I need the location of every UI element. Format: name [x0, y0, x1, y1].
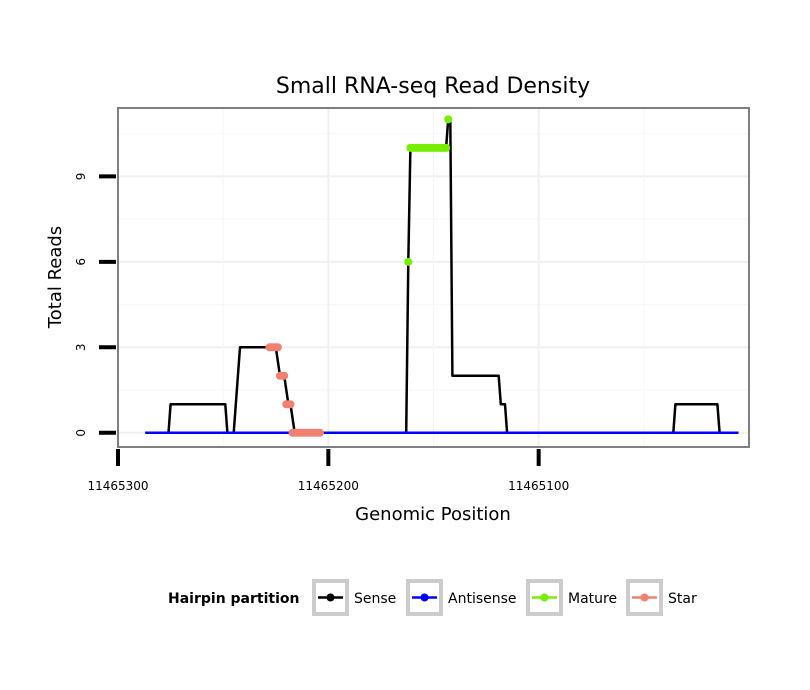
axes: 0 3 6 9 11465300 11465200 11465100: [74, 173, 569, 493]
y-axis-title: Total Reads: [45, 226, 66, 329]
star-point: [273, 343, 282, 352]
x-tick-label: 11465300: [87, 479, 148, 493]
series-layer: [145, 115, 739, 437]
legend-swatch-point-mature: [540, 593, 549, 602]
mature-point: [404, 257, 413, 266]
legend-swatch-point-star: [640, 593, 649, 602]
star-point: [280, 371, 289, 380]
star-point: [286, 400, 295, 409]
plot-border: [117, 107, 750, 448]
x-axis-title: Genomic Position: [355, 504, 511, 525]
mature-point: [442, 143, 451, 152]
chart-title: Small RNA-seq Read Density: [276, 74, 590, 99]
legend-title: Hairpin partition: [168, 591, 299, 607]
legend-label-sense: Sense: [354, 591, 396, 607]
y-tick-label: 6: [74, 258, 88, 266]
legend-swatch-point-sense: [326, 593, 335, 602]
x-tick-label: 11465100: [508, 479, 569, 493]
y-tick-label: 9: [74, 173, 88, 181]
legend-swatch-point-antisense: [420, 593, 429, 602]
x-tick-label: 11465200: [298, 479, 359, 493]
y-tick-label: 0: [74, 429, 88, 437]
legend-label-mature: Mature: [568, 591, 617, 607]
legend: Hairpin partition Sense Antisense Mature St…: [168, 579, 697, 616]
legend-label-star: Star: [668, 591, 697, 607]
mature-point: [444, 115, 453, 124]
y-tick-label: 3: [74, 343, 88, 351]
star-point: [315, 428, 324, 437]
legend-label-antisense: Antisense: [448, 591, 517, 607]
